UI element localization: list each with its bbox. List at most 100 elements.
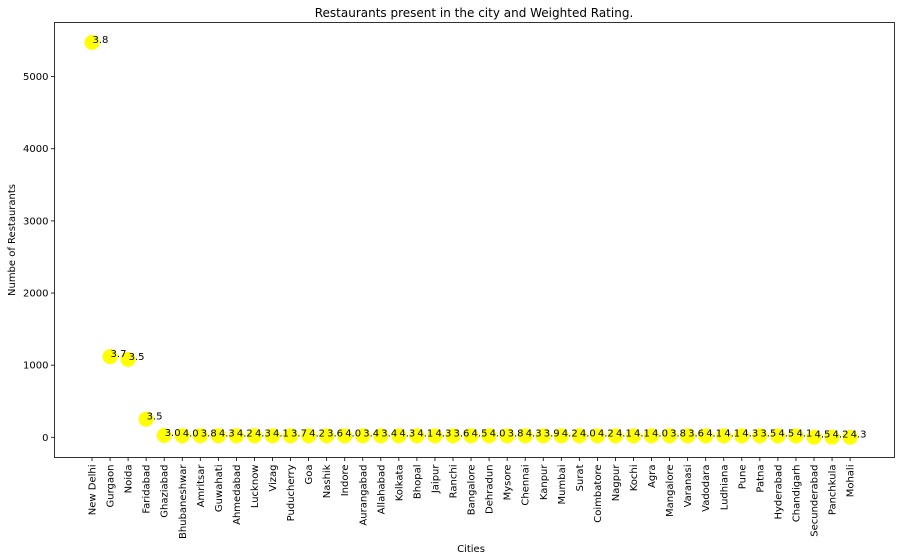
data-label: 4.1 — [706, 428, 722, 439]
x-tick-label: Patna — [755, 465, 766, 493]
x-tick-label: Allahabad — [376, 465, 387, 515]
x-tick-label: Mumbai — [557, 465, 568, 505]
x-tick-label: Nagpur — [611, 464, 622, 502]
data-point — [174, 428, 190, 444]
x-tick-label: Kolkata — [394, 465, 405, 502]
data-point — [806, 429, 822, 445]
y-axis: 0 1000 2000 3000 4000 5000 — [23, 72, 55, 444]
x-tick-label: Bhubaneshwar — [178, 464, 189, 539]
data-point — [427, 428, 443, 444]
x-tick-label: Kanpur — [539, 464, 550, 501]
data-label: 4.3 — [255, 428, 271, 439]
x-tick-label: Kochi — [629, 465, 640, 492]
data-point — [210, 428, 226, 444]
data-point — [391, 428, 407, 444]
data-label: 3.8 — [670, 428, 686, 439]
data-points — [84, 34, 858, 445]
data-label: 4.0 — [580, 428, 596, 439]
y-axis-title: Numbe of Restaurants — [7, 184, 18, 296]
data-point — [571, 428, 587, 444]
y-tick-label: 4000 — [23, 144, 48, 155]
data-point — [788, 428, 804, 444]
data-label: 3.5 — [760, 428, 776, 439]
x-tick-label: Coimbatore — [593, 465, 604, 523]
y-tick-label: 0 — [42, 433, 48, 444]
x-tick-label: Ghaziabad — [160, 465, 171, 518]
data-label: 4.1 — [273, 428, 289, 439]
data-label: 4.3 — [435, 428, 451, 439]
x-tick-label: New Delhi — [88, 465, 99, 516]
x-tick-label: Dehradun — [485, 465, 496, 514]
data-point — [156, 427, 172, 443]
x-tick-label: Vizag — [268, 465, 279, 492]
plot-area — [54, 22, 895, 458]
data-label: 4.2 — [309, 428, 325, 439]
data-label: 4.0 — [183, 428, 199, 439]
data-point — [463, 428, 479, 444]
x-tick-label: Secunderabad — [810, 465, 821, 537]
y-tick-label: 1000 — [23, 361, 48, 372]
data-point — [535, 428, 551, 444]
data-point — [301, 428, 317, 444]
x-tick-label: Guwahati — [214, 465, 225, 513]
data-point — [824, 429, 840, 445]
x-tick-label: Faridabad — [142, 465, 153, 514]
x-tick-label: Noida — [124, 465, 135, 494]
data-label: 3.9 — [544, 428, 560, 439]
data-point — [752, 428, 768, 444]
data-point — [283, 428, 299, 444]
data-label: 4.5 — [778, 429, 794, 440]
data-label: 3.5 — [129, 352, 145, 363]
data-label: 4.2 — [833, 430, 849, 441]
data-point — [842, 429, 858, 445]
x-tick-label: Agra — [647, 465, 658, 488]
data-label: 4.2 — [598, 428, 614, 439]
data-point — [481, 428, 497, 444]
data-label: 4.1 — [417, 428, 433, 439]
y-tick-label: 3000 — [23, 216, 48, 227]
x-tick-label: Ludhiana — [719, 465, 730, 511]
x-tick-label: Panchkula — [828, 465, 839, 516]
x-tick-label: Amritsar — [196, 464, 207, 508]
data-label: 3.5 — [147, 412, 163, 423]
data-label: 4.3 — [851, 430, 867, 441]
data-label: 3.8 — [93, 35, 109, 46]
data-point — [607, 428, 623, 444]
x-tick-label: Ranchi — [449, 465, 460, 499]
x-tick-label: Varanasi — [683, 465, 694, 508]
x-axis-title: Cities — [457, 544, 485, 555]
x-tick-label: Puducherry — [286, 464, 297, 521]
data-label: 4.5 — [815, 430, 831, 441]
data-label: 4.1 — [796, 429, 812, 440]
data-point — [716, 428, 732, 444]
data-point — [499, 428, 515, 444]
x-tick-label: Mangalore — [665, 465, 676, 518]
x-tick-label: Pune — [737, 465, 748, 490]
data-point — [553, 428, 569, 444]
x-tick-label: Vadodara — [701, 465, 712, 512]
x-tick-label: Bhopal — [412, 465, 423, 500]
data-point — [355, 428, 371, 444]
data-label: 4.3 — [526, 428, 542, 439]
data-label: 4.1 — [724, 428, 740, 439]
data-label: 3.7 — [291, 428, 307, 439]
x-tick-label: Aurangabad — [358, 465, 369, 526]
data-label: 3.6 — [688, 428, 704, 439]
data-label: 4.3 — [742, 428, 758, 439]
y-tick-label: 5000 — [23, 72, 48, 83]
x-tick-label: Chennai — [521, 465, 532, 506]
data-point — [120, 351, 136, 367]
data-point — [589, 428, 605, 444]
data-point — [734, 428, 750, 444]
data-label: 3.6 — [454, 428, 470, 439]
data-label: 3.4 — [381, 428, 397, 439]
x-tick-label: Jaipur — [430, 464, 441, 495]
x-tick-label: Gurgaon — [106, 465, 117, 508]
x-tick-label: Hyderabad — [773, 465, 784, 520]
data-label: 3.8 — [201, 428, 217, 439]
data-labels: 3.83.7 3.53.53.0 4.0 3.8 4.3 4.2 4.3 4.1 3.7 4.2 3… — [93, 35, 867, 441]
data-label: 4.1 — [616, 428, 632, 439]
x-tick-label: Indore — [340, 465, 351, 497]
x-tick-label: Goa — [304, 465, 315, 485]
